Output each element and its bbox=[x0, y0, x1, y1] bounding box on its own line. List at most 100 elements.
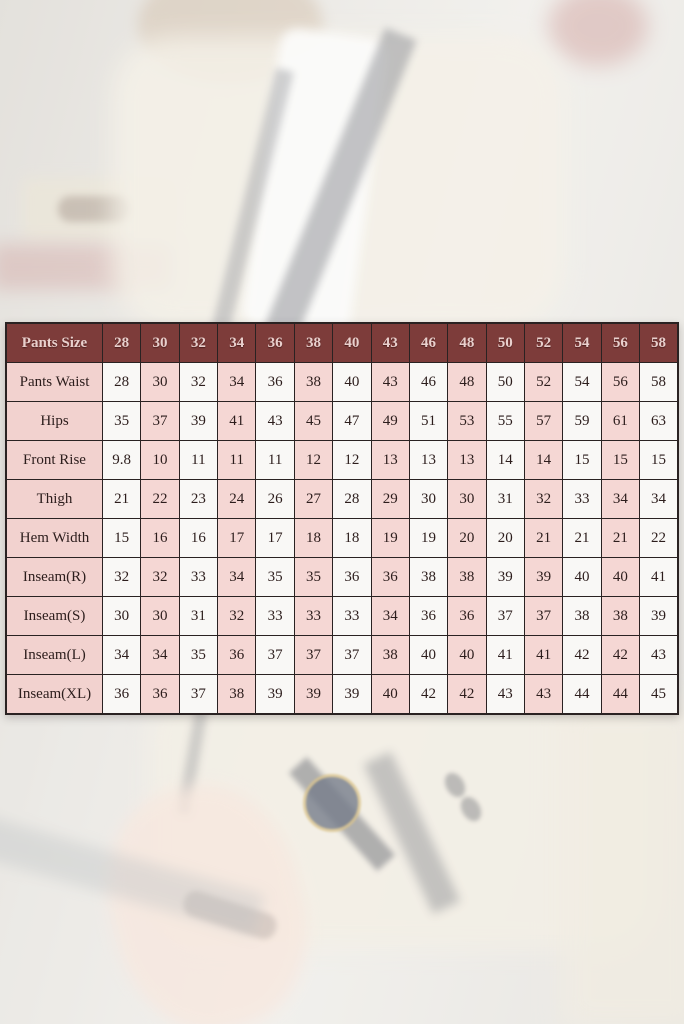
size-value-cell: 39 bbox=[255, 674, 295, 715]
size-value-cell: 43 bbox=[255, 401, 295, 441]
size-value-cell: 14 bbox=[523, 440, 564, 480]
size-value-cell: 40 bbox=[370, 674, 410, 715]
wristwatch-face bbox=[303, 774, 361, 832]
size-value-cell: 21 bbox=[523, 518, 564, 558]
size-value-cell: 35 bbox=[255, 557, 295, 597]
size-value-cell: 43 bbox=[485, 674, 525, 715]
size-value-cell: 46 bbox=[408, 362, 449, 402]
size-value-cell: 33 bbox=[293, 596, 334, 636]
size-value-cell: 38 bbox=[293, 362, 334, 402]
chart-header: Pants Size 28 30 32 34 36 38 40 43 46 48 50 52 54 56 58 bbox=[5, 322, 679, 363]
size-value-cell: 43 bbox=[370, 362, 410, 402]
size-value-cell: 44 bbox=[562, 674, 602, 715]
size-value-cell: 32 bbox=[140, 557, 180, 597]
size-value-cell: 57 bbox=[523, 401, 564, 441]
row-label-cell: Front Rise bbox=[5, 440, 103, 480]
size-value-cell: 54 bbox=[562, 362, 602, 402]
size-value-cell: 16 bbox=[178, 518, 219, 558]
size-value-cell: 29 bbox=[370, 479, 410, 519]
size-value-cell: 49 bbox=[370, 401, 410, 441]
size-value-cell: 28 bbox=[332, 479, 372, 519]
header-size-cell: 36 bbox=[255, 322, 295, 363]
chart-body: Pants Waist 28 30 32 34 36 38 40 43 46 48 50 52 54 56 5… bbox=[5, 362, 679, 715]
header-label-cell: Pants Size bbox=[5, 322, 103, 363]
size-value-cell: 26 bbox=[255, 479, 295, 519]
size-value-cell: 43 bbox=[639, 635, 679, 675]
size-value-cell: 24 bbox=[217, 479, 257, 519]
table-row: Thigh 21 22 23 24 26 27 28 29 30 30 31 32 33 34 34 bbox=[5, 479, 679, 519]
header-size-cell: 40 bbox=[332, 322, 372, 363]
size-value-cell: 12 bbox=[332, 440, 372, 480]
size-value-cell: 30 bbox=[408, 479, 449, 519]
size-value-cell: 20 bbox=[447, 518, 487, 558]
header-size-cell: 38 bbox=[293, 322, 334, 363]
header-row: Pants Size 28 30 32 34 36 38 40 43 46 48 50 52 54 56 58 bbox=[5, 322, 679, 363]
size-value-cell: 38 bbox=[217, 674, 257, 715]
table-row: Inseam(XL) 36 36 37 38 39 39 39 40 42 42 43 43 44 44 45 bbox=[5, 674, 679, 715]
table-row: Inseam(L) 34 34 35 36 37 37 37 38 40 40 41 41 42 42 43 bbox=[5, 635, 679, 675]
size-value-cell: 38 bbox=[447, 557, 487, 597]
size-value-cell: 34 bbox=[600, 479, 641, 519]
size-value-cell: 51 bbox=[408, 401, 449, 441]
size-value-cell: 32 bbox=[523, 479, 564, 519]
size-value-cell: 27 bbox=[293, 479, 334, 519]
size-value-cell: 18 bbox=[293, 518, 334, 558]
size-value-cell: 55 bbox=[485, 401, 525, 441]
size-value-cell: 33 bbox=[562, 479, 602, 519]
size-value-cell: 37 bbox=[140, 401, 180, 441]
table-row: Inseam(S) 30 30 31 32 33 33 33 34 36 36 37 37 38 38 39 bbox=[5, 596, 679, 636]
size-value-cell: 34 bbox=[639, 479, 679, 519]
header-size-cell: 32 bbox=[178, 322, 219, 363]
row-label-cell: Inseam(XL) bbox=[5, 674, 103, 715]
size-value-cell: 41 bbox=[217, 401, 257, 441]
size-value-cell: 9.8 bbox=[101, 440, 142, 480]
size-value-cell: 39 bbox=[293, 674, 334, 715]
table-row: Hips 35 37 39 41 43 45 47 49 51 53 55 57 59 61 63 bbox=[5, 401, 679, 441]
size-value-cell: 38 bbox=[370, 635, 410, 675]
size-value-cell: 42 bbox=[600, 635, 641, 675]
row-label-cell: Thigh bbox=[5, 479, 103, 519]
size-value-cell: 50 bbox=[485, 362, 525, 402]
size-value-cell: 34 bbox=[217, 557, 257, 597]
size-value-cell: 41 bbox=[639, 557, 679, 597]
size-value-cell: 41 bbox=[523, 635, 564, 675]
size-value-cell: 52 bbox=[523, 362, 564, 402]
size-value-cell: 15 bbox=[101, 518, 142, 558]
size-value-cell: 14 bbox=[485, 440, 525, 480]
header-size-cell: 34 bbox=[217, 322, 257, 363]
size-value-cell: 33 bbox=[178, 557, 219, 597]
size-value-cell: 44 bbox=[600, 674, 641, 715]
table-row: Inseam(R) 32 32 33 34 35 35 36 36 38 38 39 39 40 40 41 bbox=[5, 557, 679, 597]
size-value-cell: 42 bbox=[408, 674, 449, 715]
size-value-cell: 39 bbox=[178, 401, 219, 441]
size-value-cell: 40 bbox=[562, 557, 602, 597]
pants-size-chart: Pants Size 28 30 32 34 36 38 40 43 46 48 50 52 54 56 58… bbox=[5, 322, 679, 715]
header-size-cell: 48 bbox=[447, 322, 487, 363]
size-value-cell: 19 bbox=[408, 518, 449, 558]
size-value-cell: 21 bbox=[600, 518, 641, 558]
size-value-cell: 15 bbox=[562, 440, 602, 480]
size-value-cell: 47 bbox=[332, 401, 372, 441]
suit-jacket-flank-shape bbox=[560, 700, 684, 1024]
size-value-cell: 56 bbox=[600, 362, 641, 402]
row-label-cell: Hem Width bbox=[5, 518, 103, 558]
size-value-cell: 43 bbox=[523, 674, 564, 715]
row-label-cell: Pants Waist bbox=[5, 362, 103, 402]
size-value-cell: 22 bbox=[639, 518, 679, 558]
row-label-cell: Hips bbox=[5, 401, 103, 441]
size-value-cell: 32 bbox=[101, 557, 142, 597]
size-value-cell: 17 bbox=[217, 518, 257, 558]
size-value-cell: 21 bbox=[562, 518, 602, 558]
size-value-cell: 40 bbox=[332, 362, 372, 402]
size-value-cell: 33 bbox=[332, 596, 372, 636]
size-value-cell: 37 bbox=[178, 674, 219, 715]
size-value-cell: 42 bbox=[447, 674, 487, 715]
size-value-cell: 40 bbox=[447, 635, 487, 675]
size-value-cell: 19 bbox=[370, 518, 410, 558]
size-value-cell: 39 bbox=[523, 557, 564, 597]
size-value-cell: 30 bbox=[140, 596, 180, 636]
header-size-cell: 52 bbox=[523, 322, 564, 363]
size-value-cell: 45 bbox=[639, 674, 679, 715]
size-value-cell: 39 bbox=[485, 557, 525, 597]
size-value-cell: 37 bbox=[523, 596, 564, 636]
